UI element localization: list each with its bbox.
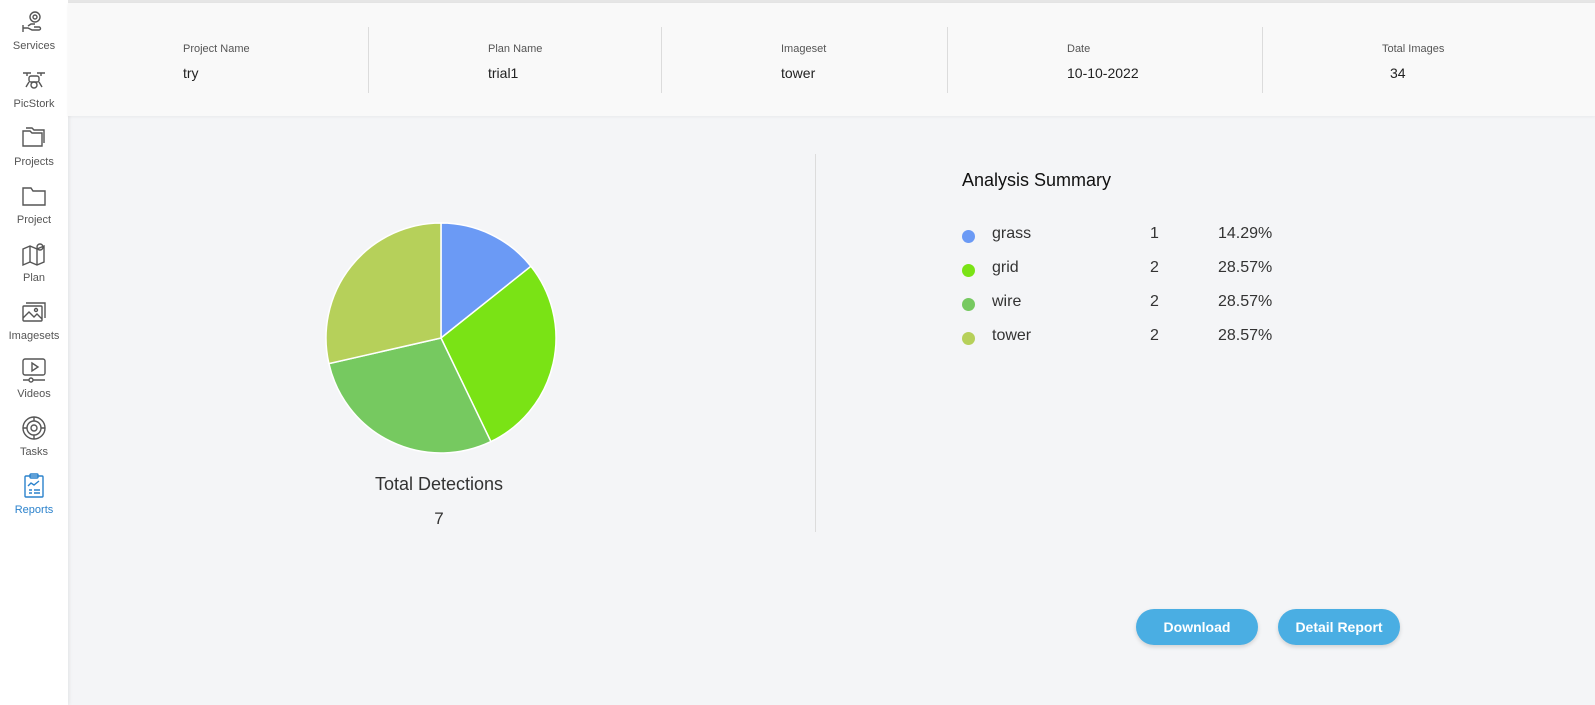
project-name-label: Project Name	[183, 43, 250, 55]
imageset-label: Imageset	[781, 43, 827, 55]
summary-count: 2	[1150, 293, 1159, 310]
sidebar-label-plan: Plan	[22, 272, 46, 284]
detections-pie-chart	[324, 221, 558, 455]
sidebar-label-services: Services	[12, 40, 56, 52]
analysis-summary-title: Analysis Summary	[962, 170, 1112, 190]
date-label: Date	[1067, 43, 1091, 55]
header-divider	[661, 27, 662, 93]
sidebar-item-reports[interactable]: Reports	[0, 470, 68, 526]
report-icon	[24, 473, 44, 498]
section-divider	[815, 154, 816, 532]
total-images-label: Total Images	[1382, 43, 1445, 55]
map-pin-icon	[22, 243, 45, 267]
summary-percent: 28.57%	[1218, 327, 1273, 344]
pie-slice-grid[interactable]	[440, 265, 557, 443]
plan-name-value: trial1	[488, 65, 519, 81]
sidebar: Services PicStork Projects Project Plan	[0, 0, 68, 705]
sidebar-label-picstork: PicStork	[13, 98, 55, 110]
project-name-value: try	[183, 65, 199, 81]
legend-dot	[962, 332, 975, 345]
pie-svg	[325, 222, 557, 454]
summary-row-grid: grid 2 28.57%	[962, 259, 1302, 279]
header-divider	[368, 27, 369, 93]
folders-icon	[22, 127, 45, 147]
legend-dot	[962, 230, 975, 243]
header-divider	[947, 27, 948, 93]
imageset-value: tower	[781, 65, 816, 81]
sidebar-label-project: Project	[16, 214, 52, 226]
total-detections-value: 7	[434, 509, 444, 528]
sidebar-item-project[interactable]: Project	[0, 180, 68, 236]
plan-name-label: Plan Name	[488, 43, 543, 55]
images-icon	[22, 302, 46, 322]
download-button[interactable]: Download	[1136, 609, 1258, 645]
sidebar-item-imagesets[interactable]: Imagesets	[0, 296, 68, 352]
sidebar-item-projects[interactable]: Projects	[0, 122, 68, 178]
summary-name: tower	[992, 327, 1032, 344]
report-header: Project Name try Plan Name trial1 Images…	[68, 3, 1595, 116]
summary-name: wire	[992, 293, 1022, 310]
legend-dot	[962, 298, 975, 311]
top-border	[68, 0, 1595, 3]
sidebar-label-tasks: Tasks	[19, 446, 49, 458]
summary-percent: 14.29%	[1218, 225, 1273, 242]
sidebar-label-imagesets: Imagesets	[8, 330, 60, 342]
sidebar-label-projects: Projects	[14, 156, 54, 168]
pie-slice-tower[interactable]	[325, 222, 442, 365]
sidebar-item-videos[interactable]: Videos	[0, 354, 68, 410]
folder-icon	[22, 187, 46, 206]
summary-count: 1	[1150, 225, 1159, 242]
summary-row-grass: grass 1 14.29%	[962, 225, 1302, 245]
date-value: 10-10-2022	[1067, 65, 1139, 81]
header-divider	[1262, 27, 1263, 93]
sidebar-item-services[interactable]: Services	[0, 6, 68, 62]
pie-slice-grass[interactable]	[440, 222, 532, 340]
summary-count: 2	[1150, 259, 1159, 276]
summary-name: grid	[992, 259, 1019, 276]
summary-percent: 28.57%	[1218, 259, 1273, 276]
video-icon	[22, 358, 46, 383]
summary-count: 2	[1150, 327, 1159, 344]
summary-row-wire: wire 2 28.57%	[962, 293, 1302, 313]
sidebar-item-tasks[interactable]: Tasks	[0, 412, 68, 468]
drone-icon	[23, 72, 45, 89]
total-detections-title: Total Detections	[374, 474, 504, 494]
sidebar-item-picstork[interactable]: PicStork	[0, 64, 68, 120]
total-images-value: 34	[1390, 65, 1406, 81]
summary-name: grass	[992, 225, 1032, 242]
summary-percent: 28.57%	[1218, 293, 1273, 310]
sidebar-label-videos: Videos	[17, 388, 51, 400]
pie-slice-wire[interactable]	[327, 337, 492, 454]
sidebar-label-reports: Reports	[14, 504, 54, 516]
gear-icon	[22, 416, 46, 440]
sidebar-item-plan[interactable]: Plan	[0, 238, 68, 294]
services-icon	[22, 11, 42, 32]
summary-row-tower: tower 2 28.57%	[962, 327, 1302, 347]
detail-report-button[interactable]: Detail Report	[1278, 609, 1400, 645]
legend-dot	[962, 264, 975, 277]
